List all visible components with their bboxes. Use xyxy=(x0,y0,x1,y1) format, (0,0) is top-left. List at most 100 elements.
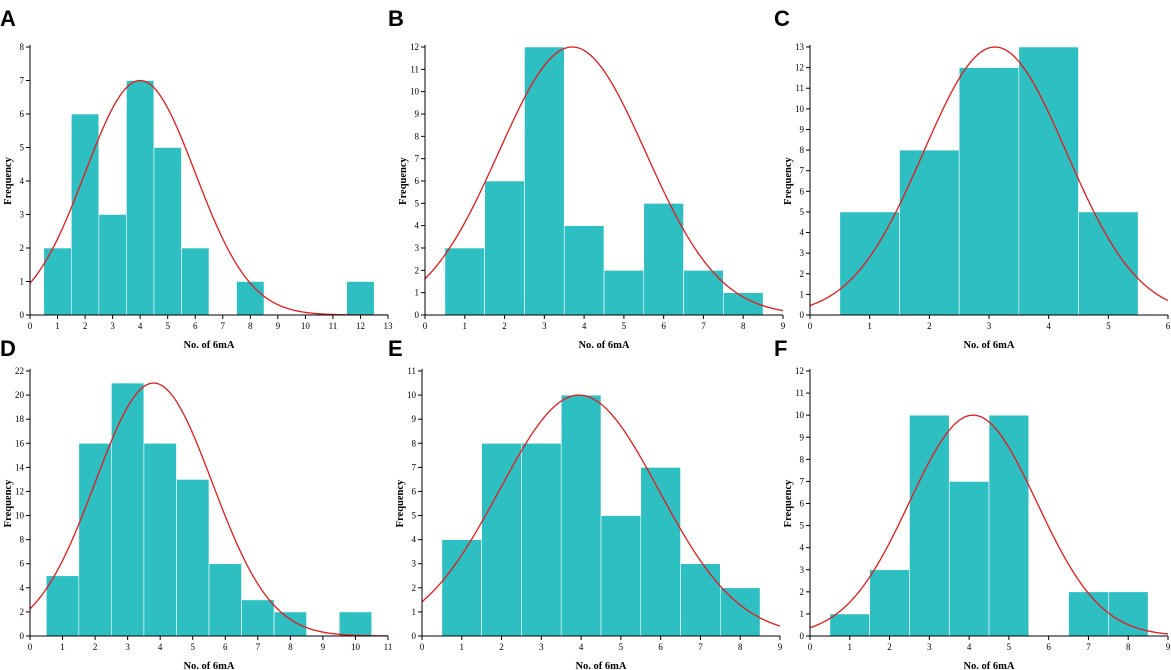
x-tick-label: 4 xyxy=(967,642,972,652)
normal-distribution-curve xyxy=(810,46,1168,307)
y-tick-label: 8 xyxy=(20,535,25,545)
x-tick-label: 5 xyxy=(165,321,170,331)
histogram-bar xyxy=(600,515,642,637)
x-tick-label: 8 xyxy=(248,321,253,331)
normal-distribution-curve xyxy=(810,414,1168,635)
histogram-bar xyxy=(869,569,910,637)
x-tick-label: 0 xyxy=(28,321,33,331)
x-axis-title: No. of 6mA xyxy=(575,661,626,670)
x-tick-label: 5 xyxy=(1007,642,1012,652)
y-tick-label: 5 xyxy=(800,521,805,531)
histogram-bar xyxy=(640,467,681,637)
x-tick-label: 9 xyxy=(321,642,326,652)
y-tick-label: 11 xyxy=(407,366,416,376)
x-tick-label: 9 xyxy=(276,321,281,331)
y-axis-title: Frequency xyxy=(3,479,14,527)
y-tick-label: 11 xyxy=(795,388,804,398)
x-axis-title: No. of 6mA xyxy=(183,661,234,670)
x-tick-label: 3 xyxy=(125,642,130,652)
x-tick-label: 8 xyxy=(741,321,746,331)
x-axis-title: No. of 6mA xyxy=(963,661,1014,670)
x-tick-label: 7 xyxy=(1086,642,1091,652)
x-axis-title: No. of 6mA xyxy=(963,340,1014,351)
y-tick-label: 2 xyxy=(20,243,25,253)
histogram-bar xyxy=(521,442,562,637)
x-tick-label: 4 xyxy=(1046,321,1051,331)
x-tick-label: 3 xyxy=(927,642,932,652)
y-tick-label: 1 xyxy=(20,277,25,287)
histogram-bar xyxy=(481,442,522,637)
x-tick-label: 8 xyxy=(288,642,293,652)
panel-letter: C xyxy=(774,6,790,31)
y-tick-label: 8 xyxy=(415,131,420,141)
x-tick-label: 4 xyxy=(579,642,584,652)
histogram-bar xyxy=(208,563,242,637)
y-tick-label: 6 xyxy=(20,559,25,569)
x-tick-label: 2 xyxy=(927,321,932,331)
histogram-bar xyxy=(153,147,182,316)
y-tick-label: 10 xyxy=(407,390,417,400)
x-tick-label: 1 xyxy=(867,321,872,331)
histogram-bar xyxy=(484,180,525,316)
panel-e: E 0 1 2 3 4 5 6 7 8 9 0 1 2 3 4 5 6 7 8 9 10 11 No. of 6mA Frequ… xyxy=(388,336,783,670)
normal-distribution-curve xyxy=(30,79,388,315)
y-tick-label: 5 xyxy=(800,207,805,217)
panel-letter: F xyxy=(774,336,787,361)
histogram-bar xyxy=(839,211,900,316)
y-tick-label: 2 xyxy=(800,269,805,279)
y-tick-label: 2 xyxy=(415,265,420,275)
y-tick-label: 3 xyxy=(415,243,420,253)
y-tick-label: 2 xyxy=(412,583,417,593)
y-tick-label: 2 xyxy=(20,607,25,617)
histogram-bar xyxy=(560,394,602,637)
x-tick-label: 2 xyxy=(499,642,504,652)
y-tick-label: 10 xyxy=(795,410,805,420)
histogram-bar xyxy=(236,281,265,316)
x-tick-label: 0 xyxy=(808,321,813,331)
x-tick-label: 2 xyxy=(502,321,507,331)
x-tick-label: 3 xyxy=(987,321,992,331)
panel-letter: E xyxy=(388,336,403,361)
histogram-bar xyxy=(909,414,950,637)
histogram-bar xyxy=(45,575,80,637)
histogram-bar xyxy=(444,247,485,316)
x-tick-label: 4 xyxy=(138,321,143,331)
normal-distribution-curve xyxy=(425,46,783,312)
normal-distribution-curve xyxy=(422,394,780,627)
y-tick-label: 6 xyxy=(415,176,420,186)
y-tick-label: 3 xyxy=(412,559,417,569)
y-tick-label: 1 xyxy=(800,289,805,299)
y-tick-label: 1 xyxy=(412,607,417,617)
y-tick-label: 3 xyxy=(800,248,805,258)
y-tick-label: 8 xyxy=(412,438,417,448)
x-tick-label: 2 xyxy=(93,642,98,652)
y-tick-label: 4 xyxy=(20,583,25,593)
normal-distribution-curve xyxy=(30,382,388,636)
x-tick-label: 4 xyxy=(158,642,163,652)
histogram-bar xyxy=(176,479,210,637)
histogram-bar xyxy=(1018,46,1079,316)
x-tick-label: 0 xyxy=(423,321,428,331)
y-tick-label: 11 xyxy=(410,64,419,74)
y-tick-label: 0 xyxy=(412,631,417,641)
x-tick-label: 0 xyxy=(28,642,33,652)
histogram-bar xyxy=(1078,211,1139,316)
y-tick-label: 22 xyxy=(15,366,24,376)
y-tick-label: 7 xyxy=(412,462,417,472)
y-tick-label: 10 xyxy=(410,87,420,97)
x-tick-label: 9 xyxy=(1166,642,1171,652)
histogram-bar xyxy=(78,442,112,637)
y-tick-label: 14 xyxy=(15,462,25,472)
y-tick-label: 4 xyxy=(800,228,805,238)
y-tick-label: 7 xyxy=(415,154,420,164)
x-tick-label: 5 xyxy=(622,321,627,331)
histogram-bar xyxy=(563,225,605,316)
y-tick-label: 6 xyxy=(800,499,805,509)
x-tick-label: 13 xyxy=(384,321,394,331)
y-tick-label: 11 xyxy=(795,83,804,93)
x-tick-label: 1 xyxy=(463,321,468,331)
panel-letter: B xyxy=(388,6,404,31)
